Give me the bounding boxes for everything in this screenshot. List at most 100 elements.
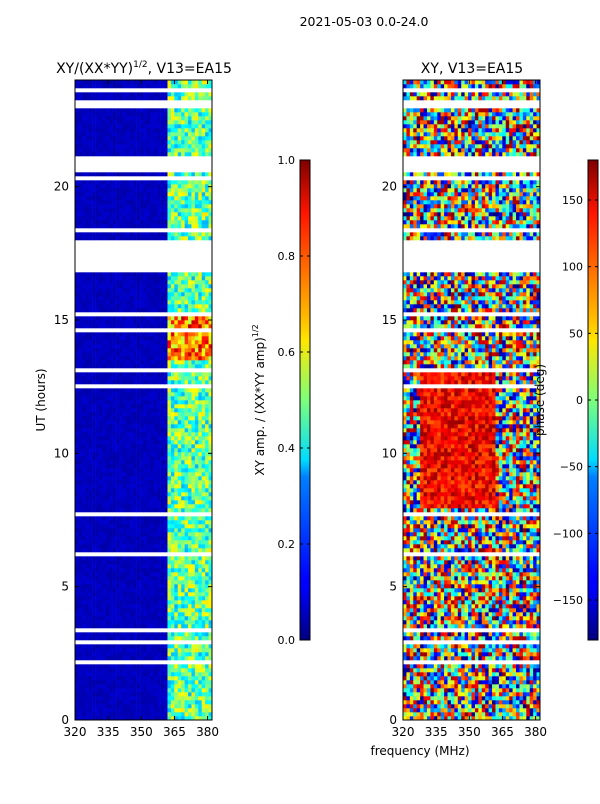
- left-heatmap-cell: [170, 492, 175, 497]
- left-heatmap-cell: [119, 568, 124, 573]
- left-heatmap-cell: [160, 356, 165, 361]
- left-heatmap-cell: [177, 280, 182, 285]
- left-heatmap-cell: [170, 692, 175, 697]
- left-heatmap-cell: [157, 620, 161, 625]
- left-heatmap-cell: [119, 496, 124, 501]
- left-heatmap-cell: [85, 364, 89, 369]
- left-heatmap-cell: [140, 356, 144, 361]
- left-heatmap-cell: [143, 452, 148, 457]
- left-heatmap-cell: [177, 676, 182, 681]
- left-heatmap-cell: [167, 244, 172, 249]
- left-heatmap-cell: [85, 620, 89, 625]
- left-heatmap-cell: [184, 424, 189, 429]
- left-heatmap-cell: [88, 404, 93, 409]
- left-heatmap-cell: [174, 668, 179, 673]
- left-heatmap-cell: [177, 556, 182, 561]
- left-heatmap-cell: [188, 224, 192, 229]
- left-heatmap-cell: [105, 284, 110, 289]
- left-heatmap-cell: [98, 444, 103, 449]
- left-heatmap-cell: [150, 232, 155, 237]
- left-heatmap-cell: [150, 252, 155, 257]
- left-heatmap-cell: [191, 556, 196, 561]
- left-heatmap-cell: [92, 480, 96, 485]
- left-heatmap-cell: [112, 504, 117, 509]
- left-heatmap-cell: [201, 552, 206, 557]
- left-heatmap-cell: [129, 356, 134, 361]
- left-heatmap-cell: [140, 416, 144, 421]
- left-heatmap-cell: [160, 424, 165, 429]
- left-heatmap-cell: [129, 404, 134, 409]
- left-heatmap-cell: [88, 644, 93, 649]
- left-heatmap-cell: [170, 268, 175, 273]
- left-heatmap-cell: [208, 328, 212, 333]
- left-heatmap-cell: [88, 292, 93, 297]
- left-heatmap-cell: [208, 496, 212, 501]
- left-heatmap-cell: [208, 360, 212, 365]
- left-heatmap-cell: [119, 404, 124, 409]
- left-heatmap-cell: [136, 348, 141, 353]
- left-heatmap-cell: [126, 600, 131, 605]
- left-heatmap-cell: [78, 548, 83, 553]
- left-heatmap-cell: [184, 244, 189, 249]
- left-heatmap-cell: [205, 344, 209, 349]
- left-heatmap-cell: [81, 232, 86, 237]
- left-heatmap-cell: [78, 564, 83, 569]
- left-heatmap-cell: [133, 512, 137, 517]
- left-heatmap-cell: [153, 400, 158, 405]
- left-heatmap-cell: [174, 588, 179, 593]
- left-heatmap-cell: [150, 268, 155, 273]
- left-heatmap-cell: [205, 356, 209, 361]
- left-heatmap-cell: [205, 416, 209, 421]
- left-heatmap-cell: [140, 648, 144, 653]
- left-heatmap-cell: [129, 572, 134, 577]
- left-heatmap-cell: [167, 420, 172, 425]
- left-heatmap-cell: [194, 676, 199, 681]
- left-heatmap-cell: [160, 364, 165, 369]
- left-heatmap-cell: [88, 448, 93, 453]
- left-heatmap-cell: [146, 276, 151, 281]
- left-heatmap-cell: [78, 396, 83, 401]
- left-heatmap-cell: [167, 536, 172, 541]
- left-heatmap-cell: [140, 412, 144, 417]
- left-heatmap-cell: [170, 296, 175, 301]
- left-heatmap-cell: [174, 400, 179, 405]
- left-heatmap-cell: [95, 264, 100, 269]
- left-heatmap-cell: [122, 372, 127, 377]
- left-heatmap-cell: [181, 324, 185, 329]
- left-heatmap-cell: [102, 708, 107, 713]
- left-heatmap-cell: [157, 648, 161, 653]
- left-heatmap-cell: [112, 632, 117, 637]
- left-heatmap-cell: [105, 340, 110, 345]
- left-heatmap-cell: [167, 424, 172, 429]
- left-heatmap-cell: [102, 628, 107, 633]
- left-heatmap-cell: [177, 348, 182, 353]
- left-heatmap-cell: [174, 504, 179, 509]
- left-heatmap-cell: [116, 352, 120, 357]
- left-heatmap-cell: [136, 416, 141, 421]
- left-heatmap-cell: [153, 680, 158, 685]
- left-heatmap-cell: [188, 632, 192, 637]
- left-heatmap-cell: [122, 452, 127, 457]
- left-heatmap-cell: [140, 328, 144, 333]
- left-heatmap-cell: [136, 472, 141, 477]
- left-heatmap-cell: [140, 396, 144, 401]
- left-heatmap-cell: [105, 708, 110, 713]
- left-heatmap-cell: [102, 372, 107, 377]
- left-heatmap-cell: [184, 552, 189, 557]
- left-heatmap-cell: [78, 456, 83, 461]
- left-heatmap-cell: [208, 676, 212, 681]
- left-heatmap-cell: [105, 560, 110, 565]
- left-heatmap-cell: [188, 452, 192, 457]
- left-heatmap-cell: [105, 428, 110, 433]
- left-heatmap-cell: [102, 592, 107, 597]
- left-heatmap-cell: [170, 412, 175, 417]
- left-heatmap-cell: [102, 272, 107, 277]
- left-heatmap-cell: [201, 284, 206, 289]
- left-heatmap-cell: [198, 304, 203, 309]
- left-heatmap-cell: [133, 676, 137, 681]
- left-heatmap-cell: [205, 652, 209, 657]
- left-heatmap-cell: [188, 520, 192, 525]
- left-heatmap-cell: [116, 608, 120, 613]
- left-heatmap-cell: [184, 632, 189, 637]
- left-heatmap-cell: [167, 444, 172, 449]
